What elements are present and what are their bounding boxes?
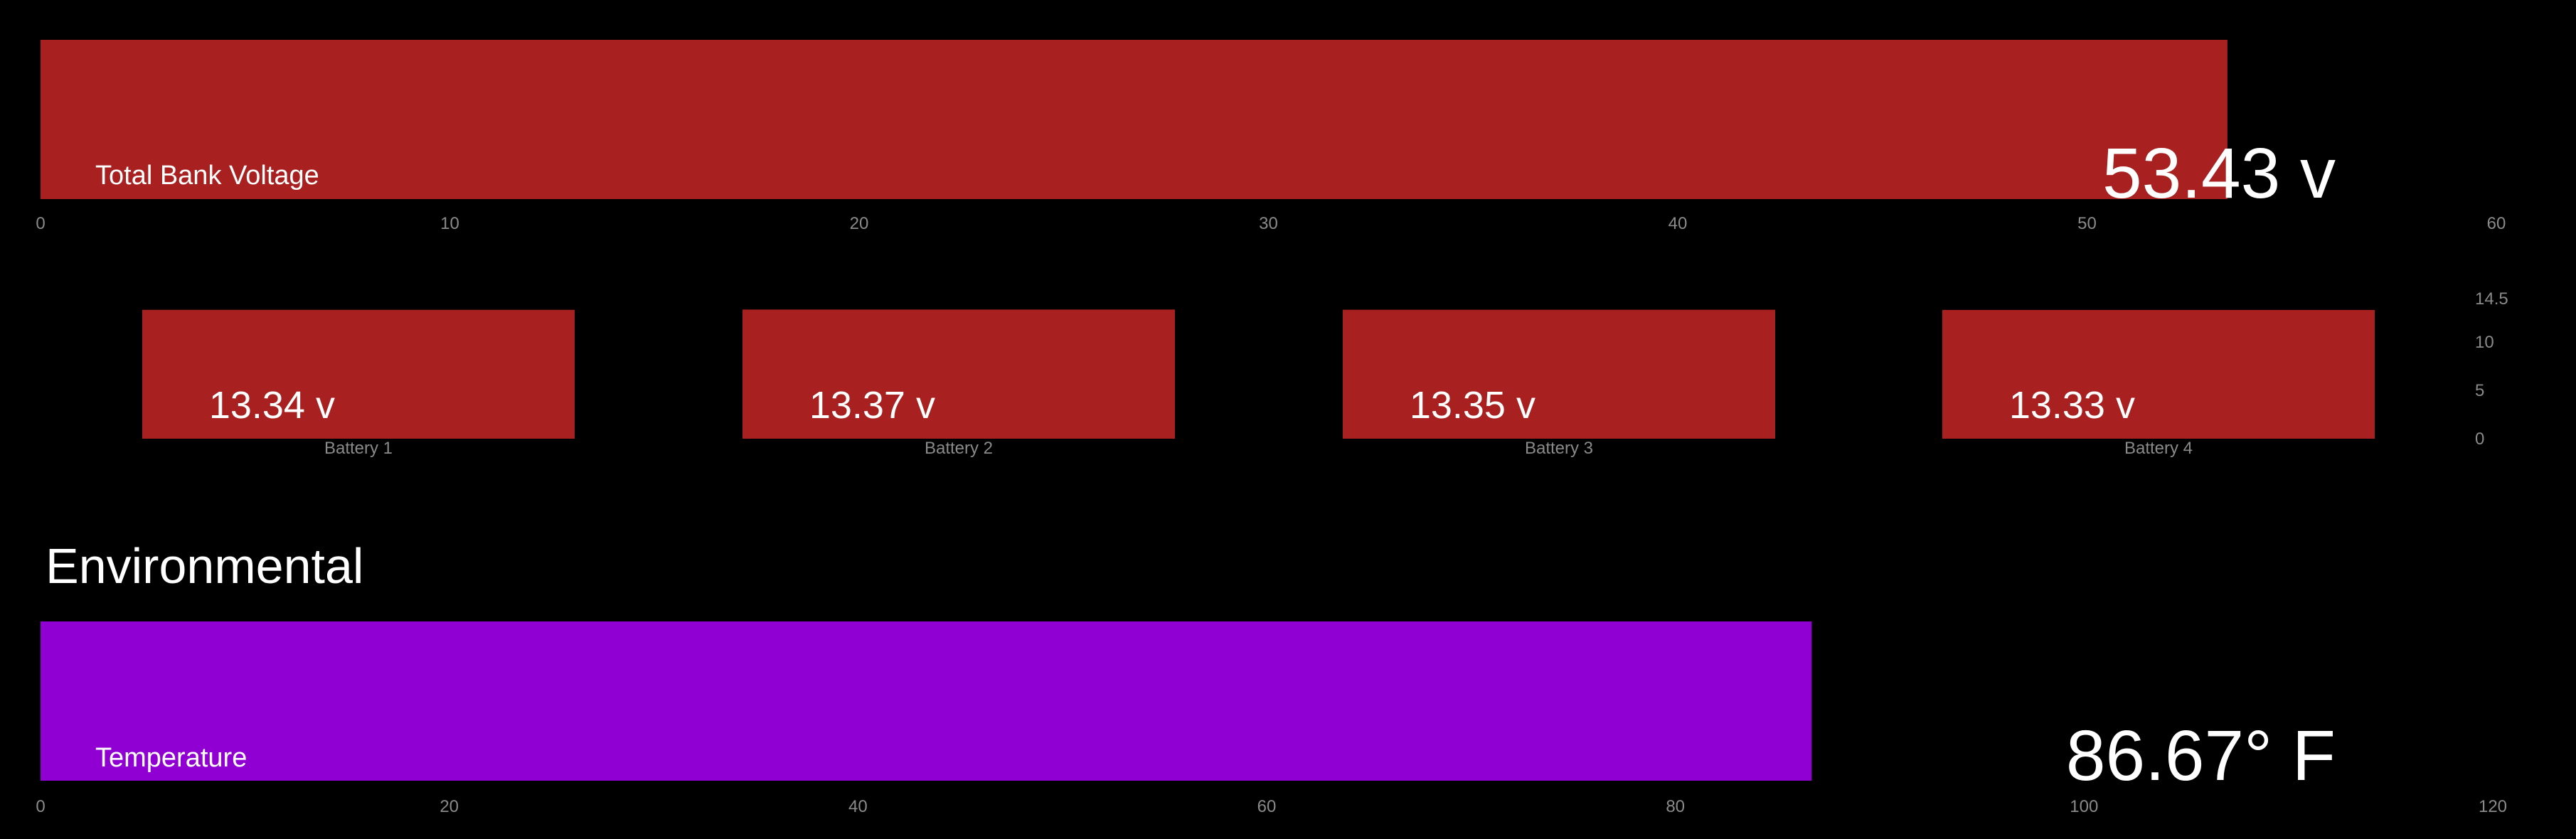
temperature-panel: Temperature 86.67° F 0 20 40 60 80 100 120 (36, 621, 2507, 816)
x-tick-label: 40 (848, 797, 868, 816)
x-tick-label: 20 (850, 214, 869, 233)
x-tick-label: 60 (2487, 214, 2506, 233)
y-tick-label: 14.5 (2475, 289, 2508, 309)
x-tick-label: 40 (1668, 214, 1688, 233)
x-tick-label: 100 (2070, 797, 2098, 816)
value-readout: 53.43 v (2102, 134, 2336, 213)
section-heading-environmental: Environmental (46, 538, 363, 594)
battery-1-bar (142, 309, 575, 439)
value-readout: 86.67° F (2066, 716, 2336, 796)
y-tick-label: 0 (2475, 429, 2484, 449)
battery-4-bar (1942, 309, 2375, 439)
battery-1-label: Battery 1 (324, 439, 393, 458)
x-tick-label: 20 (440, 797, 459, 816)
x-tick-label: 10 (440, 214, 459, 233)
bar-label: Total Bank Voltage (95, 161, 319, 191)
battery-2-bar (743, 309, 1175, 439)
temperature-bar (41, 621, 1812, 781)
x-tick-label: 30 (1259, 214, 1278, 233)
battery-2-value: 13.37 v (809, 384, 935, 427)
x-tick-label: 0 (36, 214, 45, 233)
x-tick-label: 60 (1257, 797, 1277, 816)
bar-label: Temperature (95, 743, 247, 773)
x-tick-label: 80 (1666, 797, 1685, 816)
battery-1-value: 13.34 v (209, 384, 335, 427)
x-tick-label: 0 (36, 797, 45, 816)
battery-3-value: 13.35 v (1410, 384, 1536, 427)
battery-3-label: Battery 3 (1525, 439, 1593, 458)
battery-4-value: 13.33 v (2009, 384, 2135, 427)
battery-4-label: Battery 4 (2124, 439, 2193, 458)
total-bank-voltage-panel: Total Bank Voltage 53.43 v 0 10 20 30 40 50 60 (36, 40, 2506, 233)
battery-voltages-panel: 13.34 v Battery 1 13.37 v Battery 2 13.35 v B… (142, 289, 2508, 458)
y-tick-label: 5 (2475, 381, 2484, 400)
x-tick-label: 50 (2077, 214, 2097, 233)
y-tick-label: 10 (2475, 333, 2494, 352)
battery-3-bar (1343, 309, 1775, 439)
total-bank-voltage-bar (41, 40, 2228, 199)
battery-2-label: Battery 2 (925, 439, 993, 458)
x-tick-label: 120 (2479, 797, 2507, 816)
